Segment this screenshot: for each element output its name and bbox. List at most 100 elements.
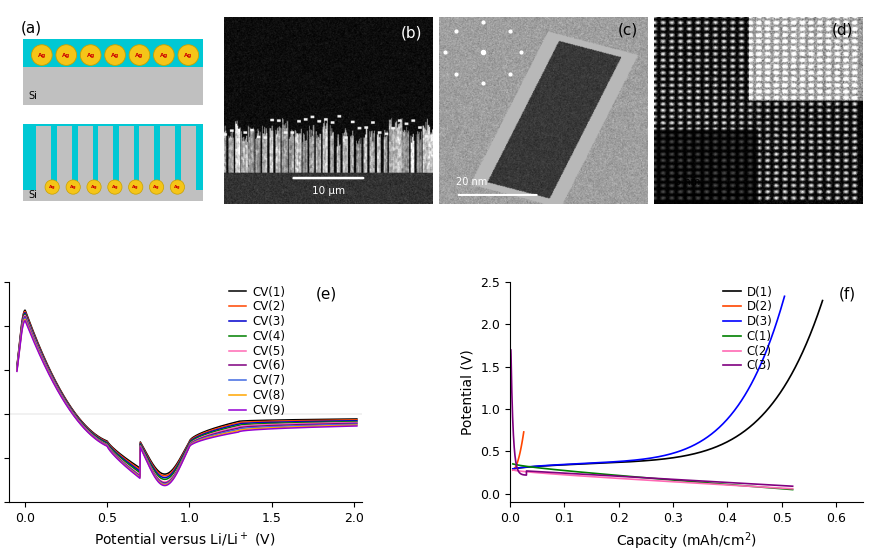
CV(4) bbox=[351, 418, 362, 425]
C(1) bbox=[737, 482, 747, 489]
Circle shape bbox=[108, 180, 122, 194]
Line: CV(2): CV(2) bbox=[17, 311, 357, 476]
D(2) bbox=[508, 467, 518, 474]
CV(9) bbox=[219, 432, 229, 438]
Legend: CV(1), CV(2), CV(3), CV(4), CV(5), CV(6), CV(7), CV(8), CV(9): CV(1), CV(2), CV(3), CV(4), CV(5), CV(6)… bbox=[228, 285, 285, 417]
D(1) bbox=[761, 407, 772, 414]
Text: Ag: Ag bbox=[37, 52, 46, 57]
CV(3) bbox=[229, 422, 240, 428]
CV(9) bbox=[210, 433, 221, 440]
Bar bbox=[23, 67, 203, 105]
CV(6) bbox=[219, 428, 229, 434]
CV(3) bbox=[210, 427, 221, 433]
CV(4) bbox=[20, 311, 31, 317]
Text: Ag: Ag bbox=[86, 52, 95, 57]
D(3) bbox=[780, 293, 790, 300]
Text: Si: Si bbox=[29, 91, 37, 101]
C(3) bbox=[506, 347, 516, 353]
CV(6) bbox=[270, 422, 281, 429]
CV(5) bbox=[270, 421, 281, 428]
CV(7) bbox=[210, 432, 221, 438]
CV(8) bbox=[20, 316, 31, 323]
CV(3) bbox=[305, 418, 316, 425]
CV(6) bbox=[11, 366, 22, 373]
CV(7) bbox=[33, 346, 44, 353]
C(1) bbox=[780, 486, 791, 492]
CV(6) bbox=[33, 346, 44, 352]
Bar bbox=[140, 126, 154, 190]
CV(3) bbox=[270, 419, 281, 426]
Line: D(3): D(3) bbox=[513, 296, 785, 469]
CV(6) bbox=[210, 431, 221, 437]
C(3) bbox=[635, 474, 645, 481]
C(2) bbox=[641, 477, 651, 484]
D(3) bbox=[670, 449, 680, 456]
Legend: D(1), D(2), D(3), C(1), C(2), C(3): D(1), D(2), D(3), C(1), C(2), C(3) bbox=[723, 285, 773, 373]
Circle shape bbox=[178, 45, 199, 65]
CV(5) bbox=[305, 420, 316, 427]
CV(7) bbox=[160, 480, 170, 487]
CV(9) bbox=[20, 317, 31, 324]
CV(3) bbox=[11, 364, 22, 371]
CV(1) bbox=[229, 419, 240, 426]
Circle shape bbox=[105, 45, 126, 65]
C(1) bbox=[508, 460, 518, 467]
CV(3) bbox=[219, 424, 229, 431]
CV(9) bbox=[270, 425, 281, 432]
Bar bbox=[78, 126, 92, 190]
Bar bbox=[181, 126, 196, 190]
Text: 20 nm: 20 nm bbox=[456, 177, 487, 188]
Circle shape bbox=[87, 180, 101, 194]
CV(2) bbox=[160, 473, 170, 479]
Text: Ag: Ag bbox=[49, 185, 56, 189]
D(3) bbox=[508, 465, 518, 472]
Bar bbox=[23, 190, 203, 200]
CV(1) bbox=[219, 422, 229, 428]
C(2) bbox=[787, 485, 798, 492]
D(1) bbox=[657, 456, 667, 463]
D(3) bbox=[655, 453, 665, 460]
CV(2) bbox=[11, 364, 22, 370]
Line: CV(4): CV(4) bbox=[17, 314, 357, 479]
C(2) bbox=[674, 479, 685, 485]
D(3) bbox=[730, 406, 740, 412]
D(1) bbox=[817, 297, 828, 304]
CV(5) bbox=[351, 419, 362, 426]
Line: C(3): C(3) bbox=[511, 350, 793, 486]
Text: Ag: Ag bbox=[91, 185, 98, 189]
CV(8) bbox=[219, 431, 229, 437]
CV(1) bbox=[270, 417, 281, 423]
CV(8) bbox=[11, 368, 22, 374]
Text: Ag: Ag bbox=[153, 185, 160, 189]
CV(4) bbox=[160, 476, 170, 482]
C(1) bbox=[659, 476, 670, 482]
CV(5) bbox=[33, 344, 44, 351]
Line: C(2): C(2) bbox=[513, 470, 793, 489]
C(3) bbox=[780, 482, 790, 489]
Bar bbox=[119, 126, 133, 190]
Line: CV(5): CV(5) bbox=[17, 315, 357, 482]
C(3) bbox=[613, 473, 623, 480]
C(3) bbox=[787, 483, 798, 490]
CV(1) bbox=[305, 416, 316, 423]
CV(2) bbox=[305, 417, 316, 424]
CV(5) bbox=[20, 312, 31, 319]
D(1) bbox=[675, 453, 685, 460]
Text: (e): (e) bbox=[316, 286, 337, 301]
CV(9) bbox=[11, 368, 22, 375]
CV(1) bbox=[160, 471, 170, 477]
C(1) bbox=[787, 486, 798, 493]
CV(3) bbox=[351, 417, 362, 424]
CV(9) bbox=[160, 482, 170, 489]
C(3) bbox=[615, 473, 625, 480]
CV(8) bbox=[33, 347, 44, 354]
D(1) bbox=[508, 465, 518, 472]
D(2) bbox=[514, 451, 525, 458]
CV(9) bbox=[305, 424, 316, 431]
C(3) bbox=[727, 480, 738, 486]
Bar bbox=[57, 126, 72, 190]
C(2) bbox=[780, 485, 791, 492]
D(3) bbox=[773, 315, 783, 321]
CV(8) bbox=[210, 432, 221, 439]
D(2) bbox=[510, 464, 521, 470]
